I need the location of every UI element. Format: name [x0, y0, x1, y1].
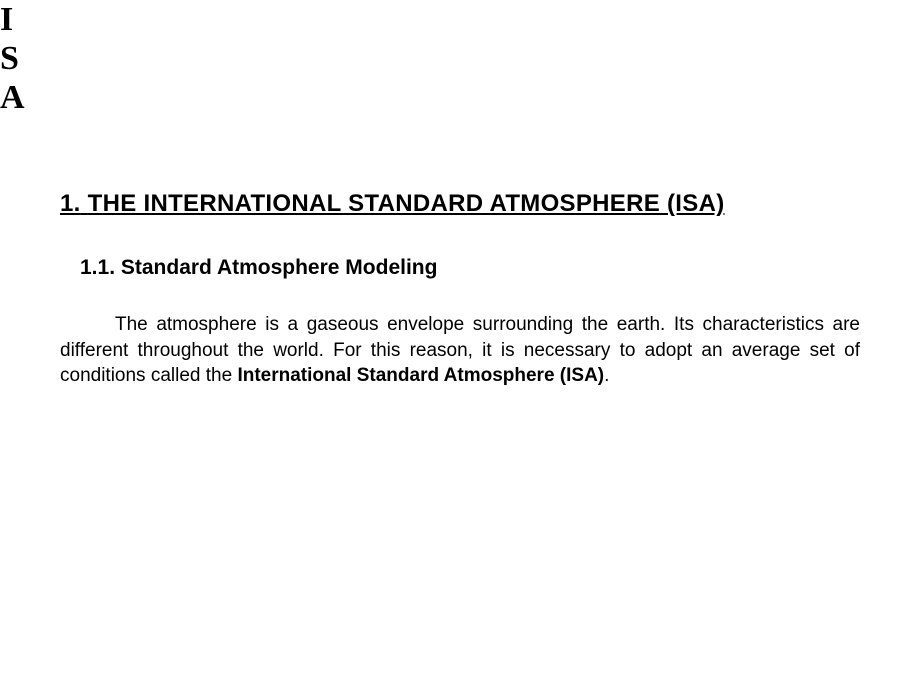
subsection-title-text: Standard Atmosphere Modeling: [121, 256, 438, 279]
body-paragraph: The atmosphere is a gaseous envelope sur…: [60, 312, 860, 389]
section-title-prefix: T: [88, 190, 103, 217]
header-letter-i: I: [0, 0, 25, 39]
section-title-paren: (ISA): [660, 190, 724, 217]
header-acronym: I S A: [0, 0, 25, 117]
subsection-title: 1.1. Standard Atmosphere Modeling: [80, 256, 860, 280]
section-title: 1. THE INTERNATIONAL STANDARD ATMOSPHERE…: [60, 190, 860, 218]
header-letter-a: A: [0, 78, 25, 117]
section-title-smallcaps: HE INTERNATIONAL STANDARD ATMOSPHERE: [103, 190, 660, 217]
header-letter-s: S: [0, 39, 25, 78]
paragraph-bold-term: International Standard Atmosphere (ISA): [237, 365, 604, 386]
subsection-number: 1.1.: [80, 256, 115, 279]
document-body: 1. THE INTERNATIONAL STANDARD ATMOSPHERE…: [60, 190, 860, 389]
section-number: 1.: [60, 190, 81, 217]
paragraph-text-after: .: [604, 365, 609, 386]
